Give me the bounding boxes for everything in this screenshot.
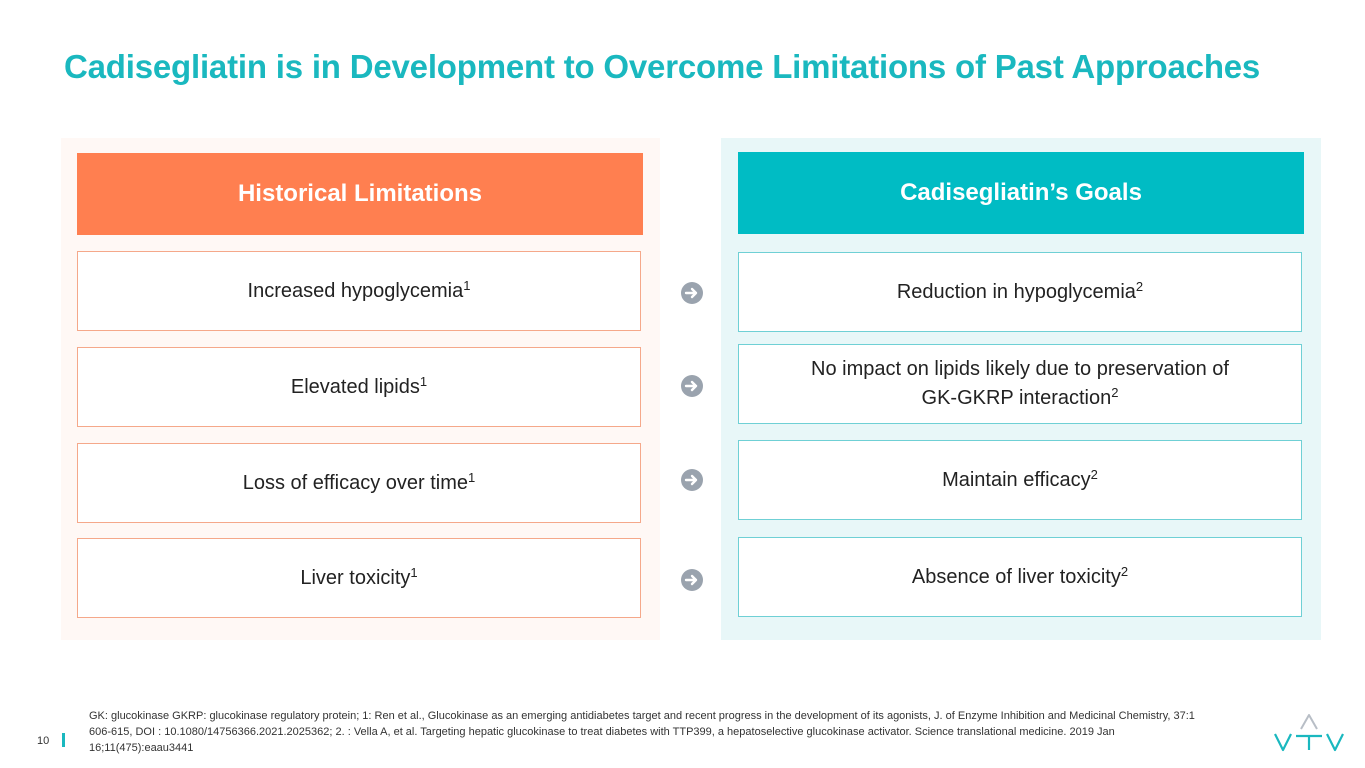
page-number: 10 <box>37 735 50 747</box>
arrow-right-icon <box>681 375 703 397</box>
historical-limitations-header: Historical Limitations <box>77 153 643 235</box>
arrow-right-icon <box>681 469 703 491</box>
goal-item: Reduction in hypoglycemia2 <box>738 252 1302 332</box>
limitation-text: Increased hypoglycemia <box>247 279 464 302</box>
arrow-right-icon <box>681 282 703 304</box>
limitation-item: Elevated lipids1 <box>77 347 641 427</box>
limitation-item: Increased hypoglycemia1 <box>77 251 641 331</box>
footnote-ref: 1 <box>410 564 418 580</box>
footnote-ref: 2 <box>1135 278 1144 294</box>
goal-item: Absence of liver toxicity2 <box>738 537 1302 617</box>
goal-text: Absence of liver toxicity <box>911 565 1121 588</box>
goal-item: No impact on lipids likely due to preser… <box>738 344 1302 424</box>
arrow-right-icon <box>681 569 703 591</box>
page-number-divider <box>62 733 65 747</box>
slide-title: Cadisegliatin is in Development to Overc… <box>64 48 1261 85</box>
historical-limitations-panel: Historical Limitations Increased hypogly… <box>61 138 660 640</box>
cadisegliatin-goals-panel: Cadisegliatin’s Goals Reduction in hypog… <box>721 138 1321 640</box>
footnote-ref: 1 <box>463 277 471 293</box>
goal-item: Maintain efficacy2 <box>738 440 1302 520</box>
goal-text-line2: GK-GKRP interaction <box>921 387 1112 409</box>
footnote-text: GK: glucokinase GKRP: glucokinase regula… <box>89 710 1195 754</box>
footnote-ref: 2 <box>1090 466 1098 482</box>
goal-text: Reduction in hypoglycemia <box>896 280 1136 303</box>
limitation-item: Loss of efficacy over time1 <box>77 443 641 523</box>
cadisegliatin-goals-header: Cadisegliatin’s Goals <box>738 152 1304 234</box>
goal-text: No impact on lipids likely due to preser… <box>811 358 1229 380</box>
limitation-item: Liver toxicity1 <box>77 538 641 618</box>
footnote-ref: 2 <box>1111 385 1119 400</box>
footnote-ref: 2 <box>1120 563 1129 579</box>
vtv-logo <box>1272 712 1346 752</box>
limitation-text: Liver toxicity <box>300 566 411 589</box>
limitation-text: Elevated lipids <box>290 375 420 398</box>
limitation-text: Loss of efficacy over time <box>242 471 469 494</box>
goal-text: Maintain efficacy <box>942 468 1091 491</box>
footnote-ref: 1 <box>419 373 428 389</box>
footnote-ref: 1 <box>468 469 476 485</box>
